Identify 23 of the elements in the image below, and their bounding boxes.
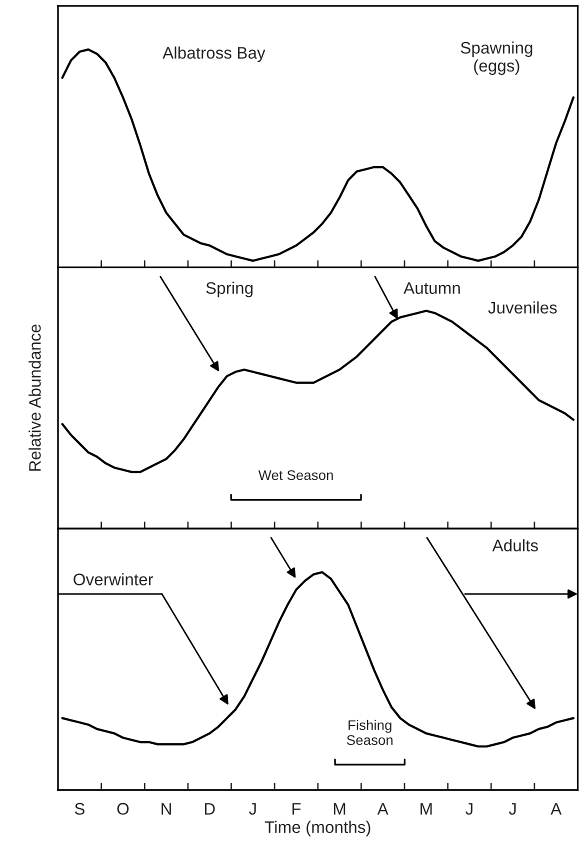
annotation: Juveniles — [488, 301, 557, 314]
text: Autumn — [404, 282, 460, 294]
x-tick-label: O — [117, 802, 129, 815]
annotation: Spawning (eggs) — [460, 41, 532, 75]
x-tick-label: S — [74, 802, 84, 815]
y-axis-title: Relative Abundance — [28, 324, 41, 471]
text: Adults — [492, 539, 538, 552]
text: Spring — [206, 282, 253, 298]
x-tick-label: N — [162, 803, 171, 815]
x-tick-label: A — [550, 803, 562, 815]
annotation: Fishing Season — [346, 720, 393, 746]
x-axis-title: Time (months) — [264, 820, 370, 836]
x-tick-label: D — [204, 803, 215, 815]
x-tick-label: J — [466, 803, 472, 815]
annotation: Albatross Bay — [162, 46, 266, 62]
x-tick-label: J — [249, 803, 256, 815]
x-tick-label: J — [508, 803, 516, 815]
annotation: Overwinter — [74, 573, 154, 586]
x-tick-label: F — [292, 803, 301, 815]
x-tick-label: M — [420, 803, 432, 815]
x-tick-label: A — [377, 803, 388, 815]
x-tick-label: M — [334, 803, 346, 815]
annotation: Wet Season — [258, 470, 333, 480]
